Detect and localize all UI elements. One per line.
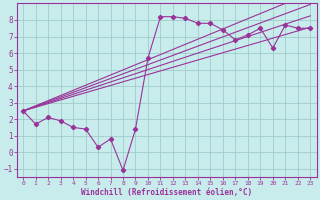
X-axis label: Windchill (Refroidissement éolien,°C): Windchill (Refroidissement éolien,°C) bbox=[81, 188, 252, 197]
